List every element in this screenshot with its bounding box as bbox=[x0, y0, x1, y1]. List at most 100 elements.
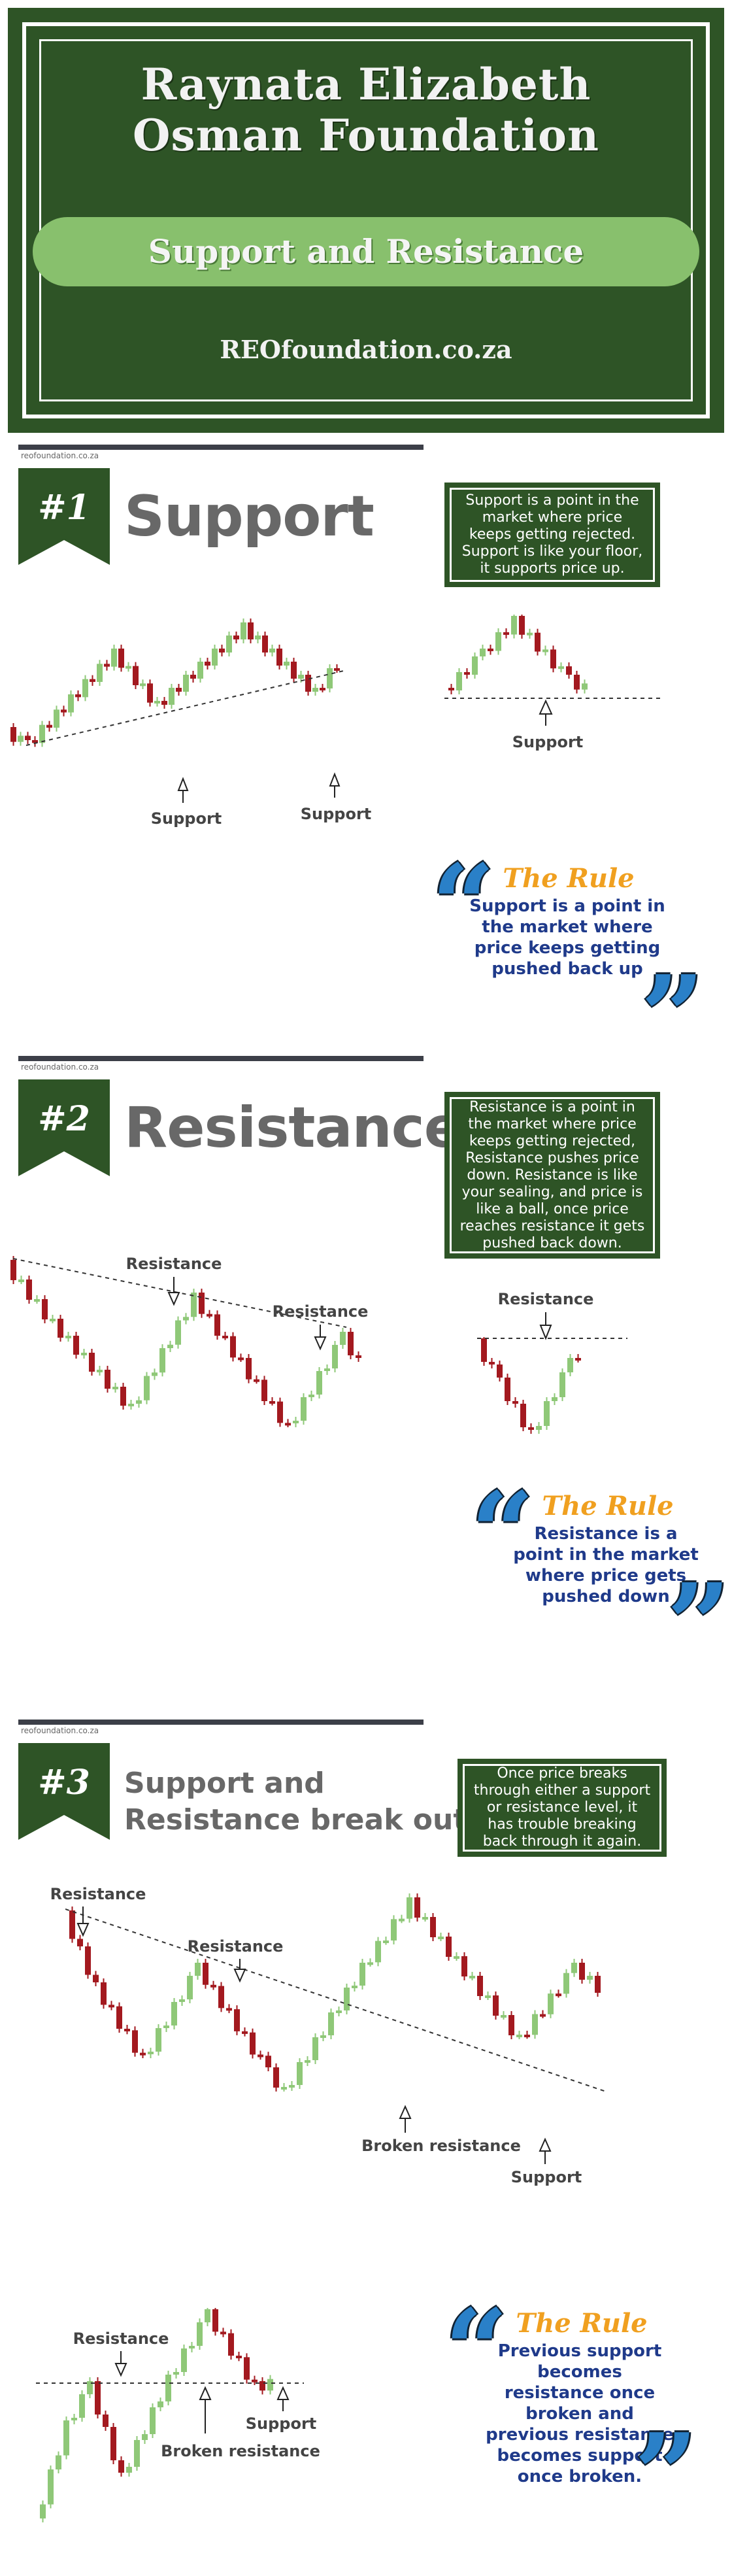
candle bbox=[142, 2434, 148, 2440]
candle bbox=[563, 1973, 569, 1994]
candle bbox=[148, 2052, 154, 2054]
support-chart bbox=[10, 619, 347, 747]
section-source: reofoundation.co.za bbox=[21, 1062, 99, 1072]
section-source: reofoundation.co.za bbox=[21, 451, 99, 460]
candle bbox=[10, 1260, 16, 1280]
section-divider bbox=[18, 1720, 424, 1725]
candle bbox=[81, 1353, 87, 1355]
header-url[interactable]: REOfoundation.co.za bbox=[220, 335, 512, 364]
candle bbox=[133, 666, 139, 685]
candle bbox=[508, 2015, 514, 2035]
candle bbox=[291, 662, 297, 679]
candle bbox=[158, 2401, 163, 2407]
support-mini-chart bbox=[444, 615, 660, 699]
candle bbox=[226, 2008, 232, 2011]
candle bbox=[10, 727, 16, 742]
candle bbox=[559, 1372, 565, 1397]
candle bbox=[511, 616, 517, 635]
candle bbox=[285, 1423, 291, 1426]
candle bbox=[111, 649, 117, 667]
candle bbox=[367, 1962, 373, 1965]
chart-label: Support bbox=[511, 2168, 582, 2186]
candle bbox=[582, 683, 588, 690]
candle bbox=[169, 688, 175, 705]
support-annotations: Support Support Support bbox=[151, 699, 583, 828]
rule-title: The Rule bbox=[542, 1491, 674, 1521]
candle bbox=[262, 636, 268, 652]
chart-label: Support bbox=[301, 805, 372, 823]
candle bbox=[82, 679, 88, 698]
description-box: Resistance is a point in the market wher… bbox=[444, 1092, 660, 1259]
candle bbox=[207, 1313, 212, 1317]
candle bbox=[305, 675, 311, 692]
candle bbox=[214, 1314, 220, 1336]
section-resistance: reofoundation.co.za #2 Resistance Resist… bbox=[0, 1056, 732, 1697]
section-title-line2: Resistance break outs bbox=[124, 1803, 484, 1837]
candle bbox=[108, 2005, 114, 2008]
section-title: Resistance bbox=[124, 1095, 462, 1161]
candle bbox=[118, 2460, 124, 2473]
resistance-trend-line bbox=[12, 1258, 347, 1328]
header-outer-frame bbox=[22, 22, 710, 418]
candle bbox=[497, 1364, 503, 1378]
candle bbox=[493, 1995, 499, 2016]
breakout-trend-line bbox=[65, 1908, 608, 2093]
rule-text: Previous support becomes resistance once… bbox=[486, 2341, 674, 2486]
candle bbox=[261, 1380, 267, 1401]
chart-label: Resistance bbox=[273, 1302, 369, 1321]
candle bbox=[284, 662, 290, 666]
candle bbox=[248, 622, 254, 639]
candle bbox=[276, 649, 282, 666]
candle bbox=[175, 1320, 181, 1345]
candle bbox=[179, 1999, 185, 2002]
candle bbox=[65, 1336, 71, 1338]
candle bbox=[488, 649, 493, 651]
candle bbox=[244, 2357, 250, 2380]
candle bbox=[140, 2052, 146, 2056]
candle bbox=[305, 2060, 310, 2063]
header-title: Raynata Elizabeth Osman Foundation bbox=[8, 59, 724, 161]
candle bbox=[210, 1984, 216, 1988]
section-badge: #2 bbox=[18, 1079, 110, 1176]
candle bbox=[89, 1353, 95, 1372]
candle bbox=[58, 1319, 63, 1338]
candle bbox=[464, 672, 470, 675]
chart-label: Broken resistance bbox=[161, 2442, 320, 2460]
candle bbox=[269, 649, 275, 652]
candle bbox=[556, 1993, 561, 1997]
rule-title: The Rule bbox=[503, 863, 635, 894]
candle bbox=[87, 2381, 93, 2394]
badge-ribbon-icon bbox=[18, 1079, 110, 1176]
candle bbox=[571, 1963, 577, 1973]
breakout-annotations: Resistance Resistance Broken resistance … bbox=[50, 1885, 582, 2460]
candle bbox=[320, 688, 325, 690]
rule-text: Resistance is a point in the market wher… bbox=[513, 1524, 699, 1606]
candle bbox=[258, 2054, 263, 2058]
candle bbox=[267, 2379, 273, 2391]
candle bbox=[95, 2381, 101, 2415]
candle bbox=[391, 1919, 397, 1940]
header-subtitle: Support and Resistance bbox=[148, 232, 584, 271]
up-arrow-icon bbox=[399, 2105, 412, 2119]
candle bbox=[241, 622, 246, 639]
candle bbox=[161, 701, 167, 705]
candle bbox=[375, 1940, 381, 1963]
badge-ribbon-icon bbox=[18, 468, 110, 565]
candle bbox=[399, 1918, 405, 1922]
candle bbox=[165, 2375, 171, 2401]
candle bbox=[205, 662, 210, 666]
candle bbox=[97, 664, 103, 682]
candle bbox=[191, 1293, 197, 1317]
candle bbox=[566, 666, 572, 675]
down-arrow-icon bbox=[314, 1336, 327, 1351]
candle bbox=[97, 1370, 103, 1372]
candle bbox=[238, 1357, 244, 1361]
section-divider bbox=[18, 1056, 424, 1061]
candle bbox=[152, 1372, 158, 1376]
candle bbox=[456, 672, 462, 690]
candle bbox=[320, 2035, 326, 2038]
candle bbox=[195, 1963, 201, 1976]
up-arrow-icon bbox=[539, 699, 553, 715]
section-title: Support bbox=[124, 484, 374, 549]
candle bbox=[218, 1986, 224, 2008]
